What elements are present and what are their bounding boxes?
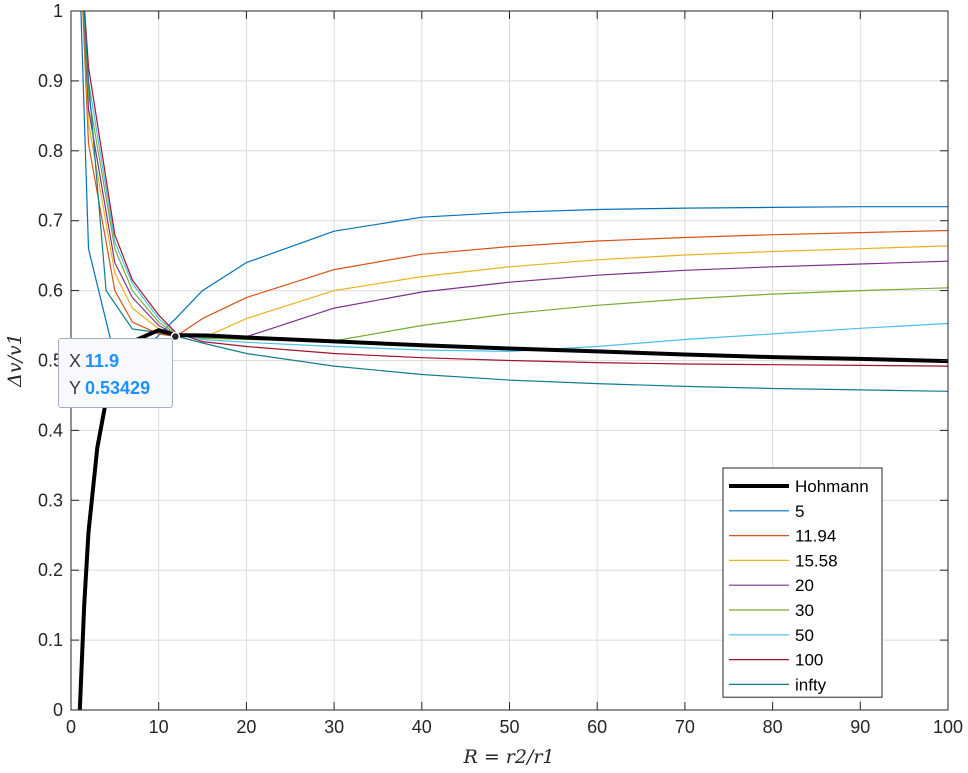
series-line-50	[83, 11, 948, 352]
y-tick-label: 0.5	[38, 351, 63, 371]
x-tick-label: 20	[236, 717, 256, 737]
series-line-20	[82, 11, 948, 338]
datatip-y-value: 0.53429	[85, 378, 151, 398]
datatip-y-label: Y	[69, 378, 82, 398]
legend-entry: 50	[795, 626, 814, 645]
x-tick-label: 100	[933, 717, 963, 737]
x-tick-label: 60	[587, 717, 607, 737]
legend-entry: 5	[795, 502, 804, 521]
y-tick-label: 1	[53, 1, 63, 21]
series-group	[77, 11, 948, 710]
legend: Hohmann 5 11.94 15.58 20 30 50 100 infty	[722, 467, 883, 698]
y-axis-label: Δv/v1	[4, 333, 26, 388]
datatip-x-row: X 11.9	[69, 348, 172, 375]
x-tick-label: 90	[850, 717, 870, 737]
x-tick-label: 40	[412, 717, 432, 737]
x-tick-label: 80	[763, 717, 783, 737]
y-tick-label: 0.3	[38, 490, 63, 510]
series-line-15-58	[82, 11, 948, 337]
y-tick-label: 0.4	[38, 420, 63, 440]
legend-entry: 20	[795, 576, 814, 595]
x-axis-label: R = r2/r1	[462, 746, 554, 768]
datatip-y-row: Y 0.53429	[69, 375, 172, 402]
series-line-hohmann	[77, 328, 948, 710]
series-line-11-94	[82, 11, 948, 338]
y-tick-label: 0.6	[38, 281, 63, 301]
y-tick-label: 0	[53, 700, 63, 720]
legend-entry: Hohmann	[795, 477, 869, 496]
datatip[interactable]: X 11.9 Y 0.53429	[58, 338, 173, 408]
legend-entry: infty	[795, 675, 827, 694]
y-tick-label: 0.1	[38, 630, 63, 650]
x-tick-label: 50	[499, 717, 519, 737]
x-tick-label: 70	[675, 717, 695, 737]
legend-entry: 11.94	[795, 527, 836, 546]
series-line-infty	[83, 11, 948, 392]
datatip-x-label: X	[69, 351, 82, 371]
y-tick-label: 0.8	[38, 141, 63, 161]
legend-entry: 100	[795, 651, 823, 670]
datatip-marker[interactable]	[170, 331, 181, 342]
ticks: 0 10 20 30 40 50 60 70 80 90 100 0 0.1 0.2 0.3 0.4 0.5 0.…	[38, 1, 963, 737]
series-line-100	[84, 11, 948, 367]
x-tick-label: 0	[66, 717, 76, 737]
legend-entry: 30	[795, 601, 814, 620]
y-tick-label: 0.9	[38, 71, 63, 91]
legend-entry: 15.58	[795, 551, 838, 570]
y-tick-label: 0.7	[38, 211, 63, 231]
x-tick-label: 10	[149, 717, 169, 737]
y-tick-label: 0.2	[38, 560, 63, 580]
x-tick-label: 30	[324, 717, 344, 737]
datatip-x-value: 11.9	[85, 351, 120, 371]
